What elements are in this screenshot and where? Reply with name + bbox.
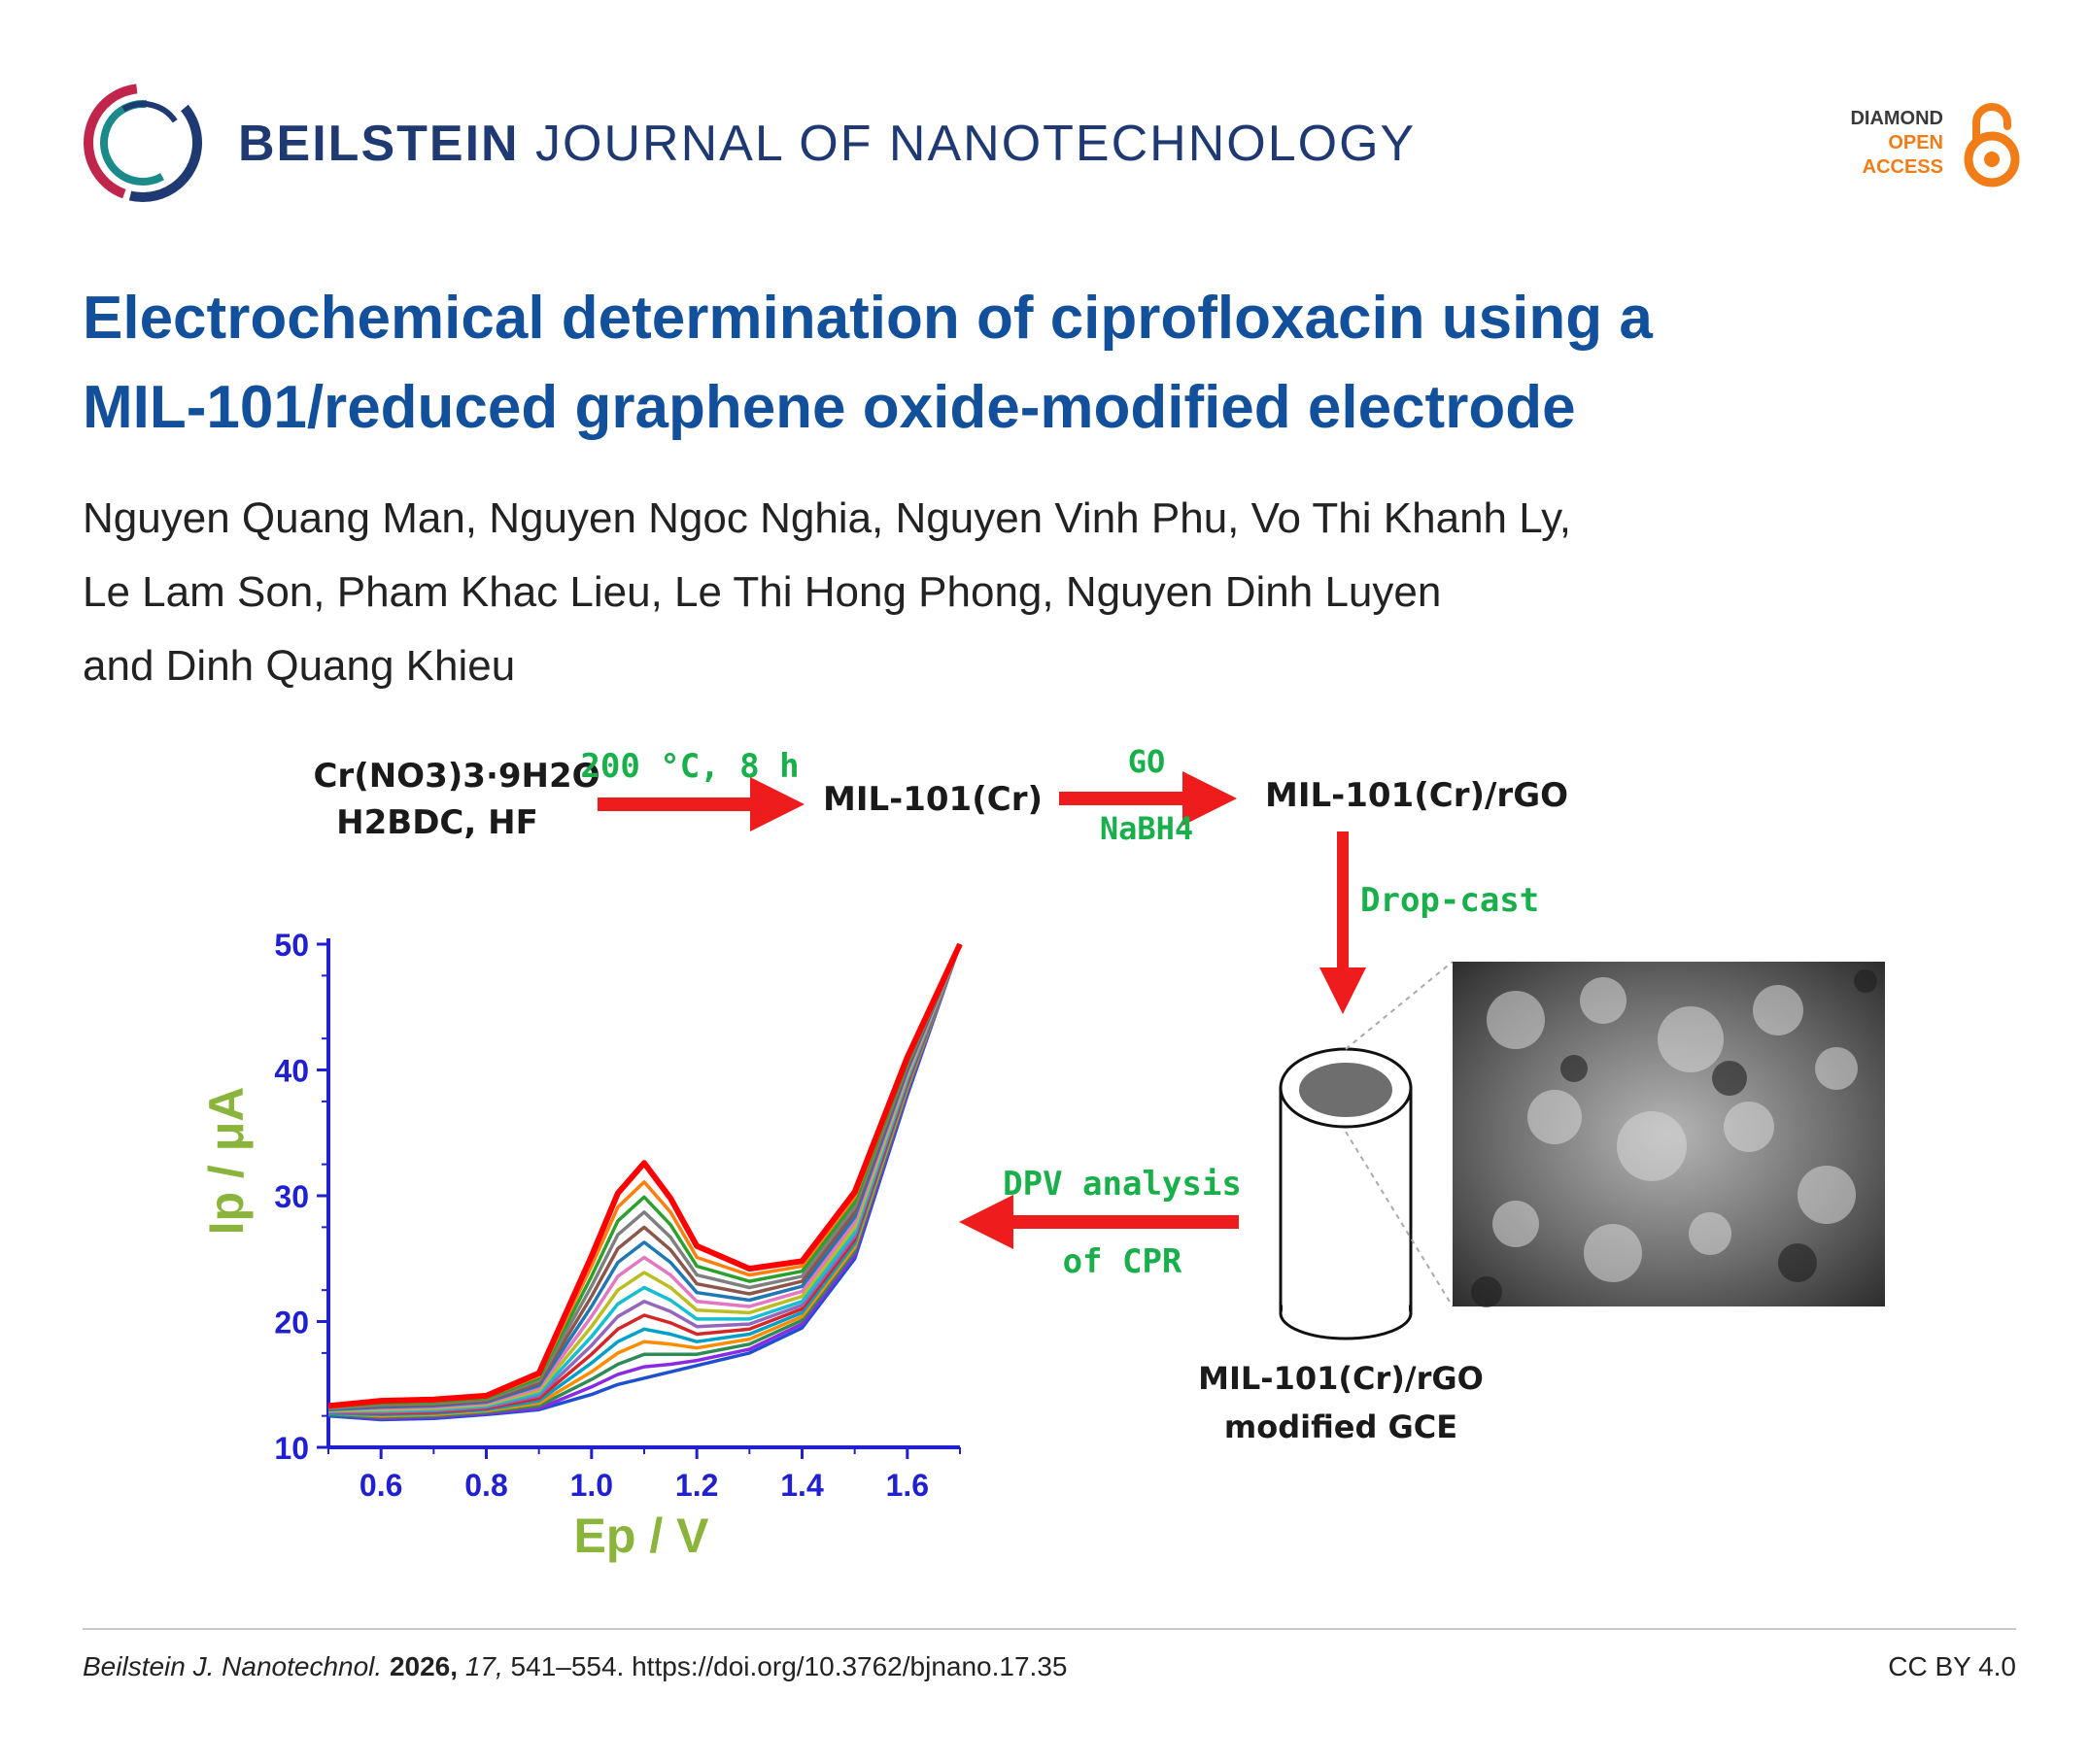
chart-ticks: 10 20 30 40 50 0.6 0.8 1.0 1.2 1.4 1.6 [274,928,961,1503]
x-tick-label: 1.0 [570,1468,613,1503]
electrode-label-line1: MIL-101(Cr)/rGO [1198,1360,1484,1397]
step4-line1: DPV analysis [1003,1165,1242,1204]
y-axis-title: Ip / μA [199,1087,254,1236]
journal-name: BEILSTEIN JOURNAL OF NANOTECHNOLOGY [238,115,1416,173]
author-line: and Dinh Quang Khieu [83,642,516,690]
oa-line-diamond: DIAMOND [1850,108,1943,129]
x-tick-label: 1.6 [886,1468,929,1503]
author-list: Nguyen Quang Man, Nguyen Ngoc Nghia, Ngu… [83,482,1987,703]
x-tick-label: 1.4 [780,1468,824,1503]
title-line: Electrochemical determination of ciprofl… [83,285,1653,352]
step2-top-label: GO [1128,743,1166,780]
electrode-label-line2: modified GCE [1224,1408,1457,1445]
citation-year: 2026, [389,1651,459,1681]
y-tick-label: 10 [274,1431,309,1466]
journal-logo-icon [84,84,202,202]
chart-series [327,942,963,1422]
y-tick-label: 20 [274,1306,309,1340]
author-line: Le Lam Son, Pham Khac Lieu, Le Thi Hong … [83,568,1442,616]
y-tick-label: 30 [274,1179,309,1214]
article-title: Electrochemical determination of ciprofl… [83,274,1968,453]
electrode-illustration [1279,1047,1413,1340]
reactants-line1: Cr(NO3)3·9H2O [313,757,599,796]
citation-pages-doi[interactable]: 541–554. https://doi.org/10.3762/bjnano.… [510,1651,1068,1681]
diamond-open-access-badge: DIAMOND OPEN ACCESS [1827,97,2021,194]
x-tick-label: 0.6 [360,1468,402,1503]
license-label: CC BY 4.0 [1888,1651,2016,1681]
x-axis-title: Ep / V [574,1509,710,1563]
product2-label: MIL-101(Cr)/rGO [1265,776,1568,815]
step1-label: 200 °C, 8 h [580,747,799,786]
citation-volume: 17, [464,1651,503,1681]
title-line: MIL-101/reduced graphene oxide-modified … [83,374,1576,441]
citation: Beilstein J. Nanotechnol. 2026, 17, 541–… [83,1651,1067,1682]
dpv-chart: 10 20 30 40 50 0.6 0.8 1.0 1.2 1.4 1.6 Ip / μA Ep … [199,928,963,1563]
oa-line-open: OPEN [1888,132,1943,153]
dpv-series-line [327,943,962,1409]
step4-line2: of CPR [1063,1242,1182,1281]
step2-bottom-label: NaBH4 [1100,810,1193,847]
open-lock-icon [1964,103,2020,187]
journal-name-bold: BEILSTEIN [238,116,520,172]
y-tick-label: 50 [274,928,309,963]
x-tick-label: 1.2 [675,1468,718,1503]
sem-micrograph-image [1345,961,1885,1307]
x-tick-label: 0.8 [464,1468,507,1503]
y-tick-label: 40 [274,1054,309,1089]
journal-abbrev: Beilstein J. Nanotechnol. [83,1651,383,1681]
reactants-line2: H2BDC, HF [336,803,538,842]
journal-name-rest: JOURNAL OF NANOTECHNOLOGY [535,116,1417,172]
product1-label: MIL-101(Cr) [823,780,1043,819]
step3-label: Drop-cast [1360,881,1539,920]
oa-line-access: ACCESS [1862,156,1943,178]
dpv-series-line [327,942,963,1409]
author-line: Nguyen Quang Man, Nguyen Ngoc Nghia, Ngu… [83,494,1572,542]
footer-divider [83,1628,2016,1630]
